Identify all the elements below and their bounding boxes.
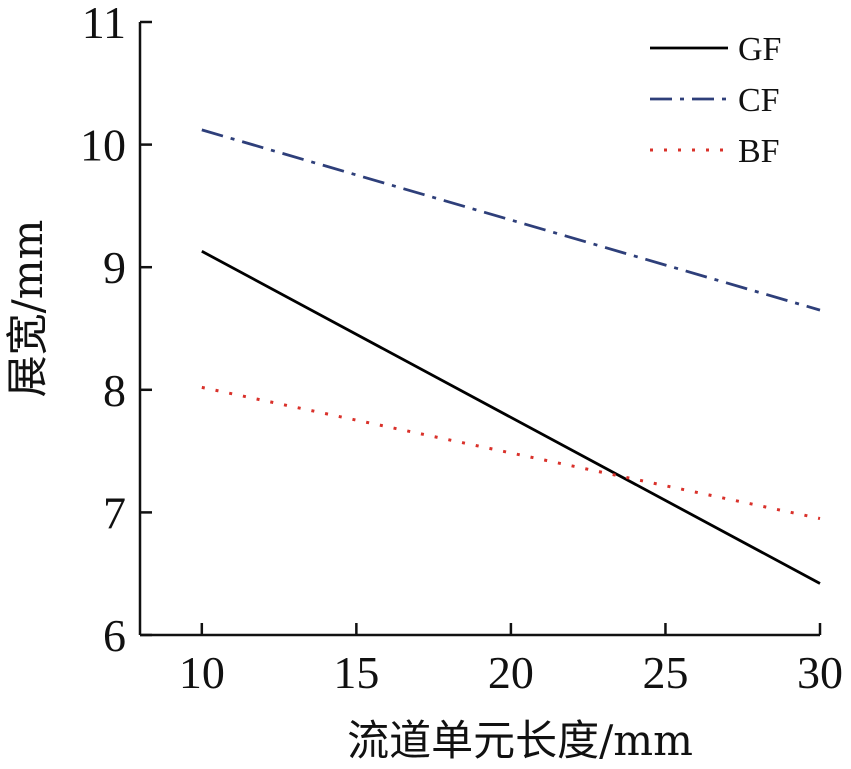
- legend-label-gf: GF: [738, 31, 781, 68]
- y-tick-label: 7: [103, 487, 126, 538]
- series-line-bf: [201, 385, 821, 520]
- x-tick-label: 20: [488, 647, 534, 698]
- y-tick-label: 11: [82, 0, 126, 48]
- series-line-gf: [201, 250, 821, 585]
- y-tick-label: 8: [103, 365, 126, 416]
- y-tick-label: 9: [103, 242, 126, 293]
- x-tick-label: 30: [797, 647, 843, 698]
- x-tick-label: 10: [179, 647, 225, 698]
- x-tick-label: 15: [333, 647, 379, 698]
- y-axis-title: 展宽/mm: [3, 220, 52, 398]
- axes: [138, 20, 822, 637]
- legend-label-cf: CF: [738, 82, 780, 119]
- x-axis-title: 流道单元长度/mm: [347, 716, 693, 765]
- tick-labels: 6 7 8 9 10 11 10 15 20 25 30: [80, 0, 843, 698]
- legend: GF CF BF: [650, 31, 781, 170]
- y-tick-label: 10: [80, 120, 126, 171]
- series-line-cf: [201, 128, 821, 312]
- legend-label-bf: BF: [738, 133, 780, 170]
- y-tick-label: 6: [103, 610, 126, 661]
- plot-area: [201, 128, 821, 585]
- x-tick-label: 25: [642, 647, 688, 698]
